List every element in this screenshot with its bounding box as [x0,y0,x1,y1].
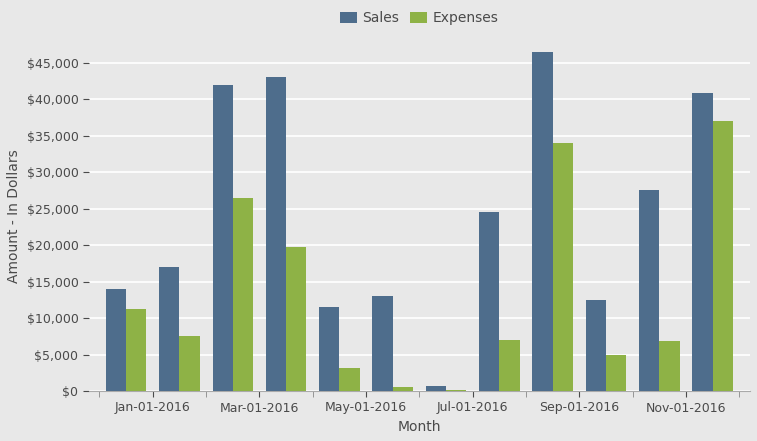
Bar [286,247,307,391]
Bar [426,386,446,391]
Bar [659,341,680,391]
Bar [713,121,733,391]
Bar [319,307,339,391]
Bar [159,267,179,391]
Bar [372,296,393,391]
Bar [179,336,200,391]
Bar [586,300,606,391]
Bar [553,143,573,391]
Bar [532,52,553,391]
Bar [446,390,466,391]
Bar [266,77,286,391]
Bar [693,93,713,391]
Y-axis label: Amount - In Dollars: Amount - In Dollars [7,149,21,283]
Bar [639,191,659,391]
Bar [479,212,500,391]
Bar [500,340,519,391]
Bar [232,198,253,391]
Bar [213,85,232,391]
Bar [106,289,126,391]
Bar [606,355,626,391]
X-axis label: Month: Month [397,420,441,434]
Bar [126,309,146,391]
Bar [339,368,360,391]
Legend: Sales, Expenses: Sales, Expenses [335,6,504,31]
Bar [393,388,413,391]
